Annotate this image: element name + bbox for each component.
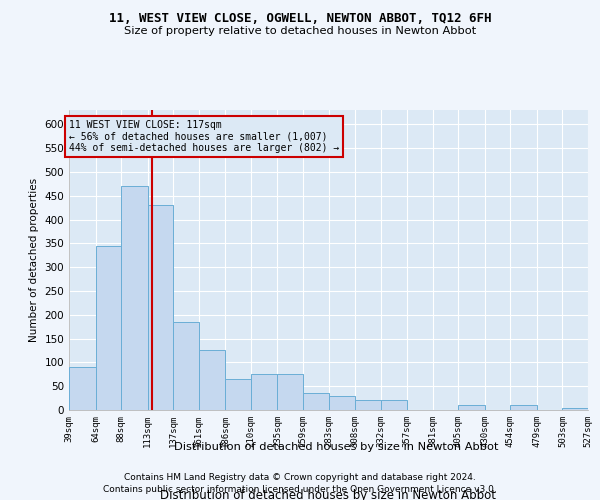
Bar (121, 186, 148, 410)
Bar (329, 396, 355, 410)
Y-axis label: Number of detached properties: Number of detached properties (29, 178, 39, 342)
Text: 11 WEST VIEW CLOSE: 117sqm
← 56% of detached houses are smaller (1,007)
44% of s: 11 WEST VIEW CLOSE: 117sqm ← 56% of deta… (69, 120, 339, 152)
Bar (511, 405, 537, 410)
Bar (173, 322, 199, 410)
Bar (458, 405, 485, 410)
Bar (95, 246, 121, 410)
Text: Size of property relative to detached houses in Newton Abbot: Size of property relative to detached ho… (124, 26, 476, 36)
Bar (380, 400, 407, 410)
Bar (355, 400, 380, 410)
Bar (226, 379, 251, 410)
Bar (277, 374, 303, 410)
Text: Contains HM Land Registry data © Crown copyright and database right 2024.: Contains HM Land Registry data © Crown c… (124, 472, 476, 482)
Bar (251, 374, 277, 410)
Bar (199, 350, 226, 410)
Text: Distribution of detached houses by size in Newton Abbot: Distribution of detached houses by size … (174, 442, 498, 452)
Bar (148, 205, 173, 410)
Text: 11, WEST VIEW CLOSE, OGWELL, NEWTON ABBOT, TQ12 6FH: 11, WEST VIEW CLOSE, OGWELL, NEWTON ABBO… (109, 12, 491, 26)
Bar (562, 408, 588, 410)
Text: Contains public sector information licensed under the Open Government Licence v3: Contains public sector information licen… (103, 485, 497, 494)
X-axis label: Distribution of detached houses by size in Newton Abbot: Distribution of detached houses by size … (161, 489, 497, 500)
Bar (69, 367, 95, 410)
Bar (303, 394, 329, 410)
